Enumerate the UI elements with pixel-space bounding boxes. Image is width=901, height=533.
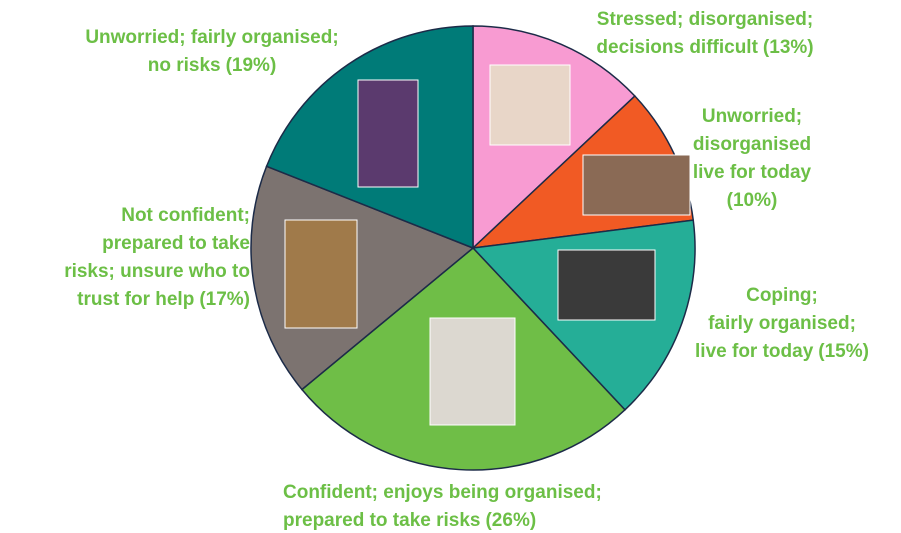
slice-label: Unworried; fairly organised; <box>85 27 338 48</box>
slice-label: Coping; <box>746 285 818 306</box>
slice-label: trust for help(17%) <box>77 289 250 310</box>
category-text: fairly organised; <box>708 313 856 334</box>
category-text: Confident; enjoys being organised; <box>283 482 602 503</box>
photo <box>285 220 357 328</box>
photo <box>558 250 655 320</box>
category-text: Coping; <box>746 285 818 306</box>
slice-label: Unworried; <box>702 106 802 127</box>
slice-label: disorganised <box>693 134 811 155</box>
category-text: no risks <box>148 55 221 76</box>
slice-label: no risks(19%) <box>148 55 277 76</box>
photo <box>430 318 515 425</box>
category-text: trust for help <box>77 289 194 310</box>
photo <box>358 80 418 187</box>
photo <box>583 155 690 215</box>
value-label: (17%) <box>199 289 250 310</box>
category-text: prepared to take <box>102 233 250 254</box>
value-label: (26%) <box>485 510 536 531</box>
category-text: disorganised <box>693 134 811 155</box>
value-label: (13%) <box>763 37 814 58</box>
slice-label: Not confident; <box>121 205 250 226</box>
value-label: (19%) <box>226 55 277 76</box>
slice-label: live for today <box>693 162 812 183</box>
value-label: (15%) <box>818 341 869 362</box>
slice-label: Confident; enjoys being organised; <box>283 482 602 503</box>
category-text: decisions difficult <box>596 37 758 58</box>
chart: Stressed; disorganised; decisions difficu… <box>0 0 901 533</box>
category-text: risks; unsure who to <box>64 261 250 282</box>
category-text: Unworried; fairly organised; <box>85 27 338 48</box>
category-text: Stressed; disorganised; <box>597 9 813 30</box>
value-label: (10%) <box>727 190 778 211</box>
slice-label: risks; unsure who to <box>64 261 250 282</box>
category-text: live for today <box>693 162 812 183</box>
category-text: Unworried; <box>702 106 802 127</box>
category-text: live for today <box>695 341 814 362</box>
category-text: Not confident; <box>121 205 250 226</box>
slice-label: decisions difficult(13%) <box>596 37 813 58</box>
photo <box>490 65 570 145</box>
slice-label: Stressed; disorganised; <box>597 9 813 30</box>
slice-label: live for today(15%) <box>695 341 869 362</box>
slice-label: prepared to take risks(26%) <box>283 510 536 531</box>
slice-label: fairly organised; <box>708 313 856 334</box>
category-text: prepared to take risks <box>283 510 480 531</box>
slice-label: prepared to take <box>102 233 250 254</box>
